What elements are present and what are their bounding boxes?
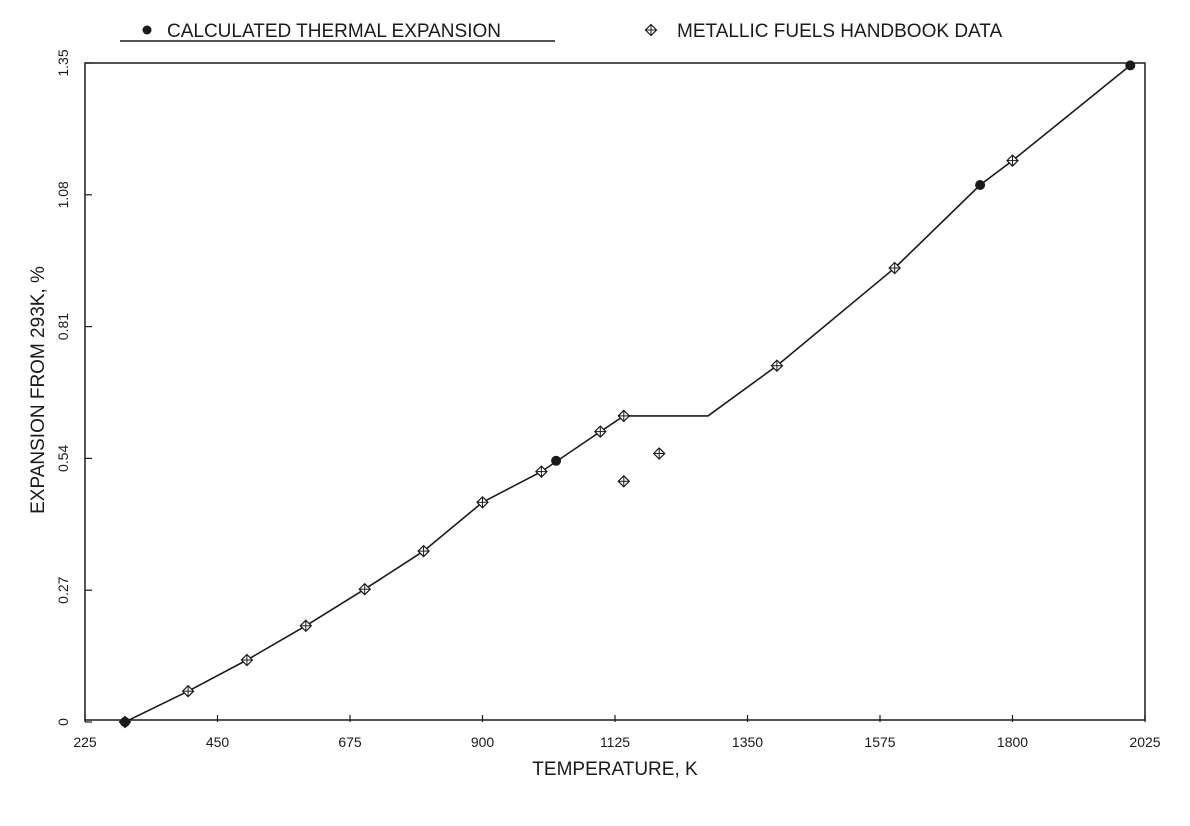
axis-ticks [84, 62, 1146, 723]
handbook-data-point [417, 544, 430, 558]
handbook-data-point [535, 465, 548, 478]
handbook-data-point [476, 495, 489, 509]
handbook-data-point [770, 359, 784, 373]
handbook-data-point [358, 582, 372, 596]
calculated-data-point [1125, 60, 1136, 71]
x-tick-label: 1800 [997, 734, 1028, 750]
calculated-expansion-markers [120, 60, 1136, 727]
handbook-data-point [593, 425, 607, 438]
legend-calculated-label: CALCULATED THERMAL EXPANSION [167, 21, 501, 42]
calculated-data-point [120, 717, 130, 727]
handbook-data-point [1006, 154, 1019, 167]
x-tick-label: 1125 [600, 734, 630, 750]
y-axis-label: EXPANSION FROM 293K, % [28, 266, 49, 514]
handbook-data-point [299, 619, 313, 633]
handbook-data-point [617, 409, 631, 423]
calculated-data-point [551, 455, 562, 466]
handbook-data-point [617, 474, 631, 488]
calculated-expansion-line [124, 64, 1131, 723]
x-tick-label: 225 [73, 734, 97, 750]
y-tick-label: 0.54 [55, 445, 71, 472]
calculated-data-point [975, 180, 986, 190]
x-tick-label: 900 [471, 734, 495, 750]
handbook-data-point [240, 653, 254, 667]
x-tick-label: 675 [338, 734, 362, 750]
x-tick-label: 450 [206, 734, 230, 750]
y-tick-label: 0.27 [55, 576, 71, 603]
plot-frame [84, 62, 1146, 721]
y-tick-label: 1.08 [55, 181, 71, 208]
y-tick-label: 1.35 [55, 49, 71, 76]
x-tick-label: 1350 [732, 734, 763, 750]
legend-calculated-marker [142, 25, 152, 35]
y-tick-labels: 0 0.27 0.54 0.81 1.08 1.35 [55, 49, 71, 726]
y-tick-label: 0 [55, 718, 71, 726]
x-axis-label: TEMPERATURE, K [532, 759, 698, 780]
handbook-data-point [888, 261, 902, 275]
x-tick-labels: 225 450 675 900 1125 1350 1575 1800 2025 [73, 734, 1160, 750]
legend-handbook-marker [644, 23, 658, 37]
x-tick-label: 1575 [864, 734, 895, 750]
y-tick-label: 0.81 [55, 313, 71, 340]
handbook-data-point [181, 684, 195, 698]
handbook-data-markers [118, 154, 1019, 729]
handbook-data-point [652, 447, 666, 460]
legend-handbook-label: METALLIC FUELS HANDBOOK DATA [677, 21, 1002, 42]
x-tick-label: 2025 [1129, 734, 1160, 750]
legend: CALCULATED THERMAL EXPANSION METALLIC FU… [120, 21, 1002, 42]
